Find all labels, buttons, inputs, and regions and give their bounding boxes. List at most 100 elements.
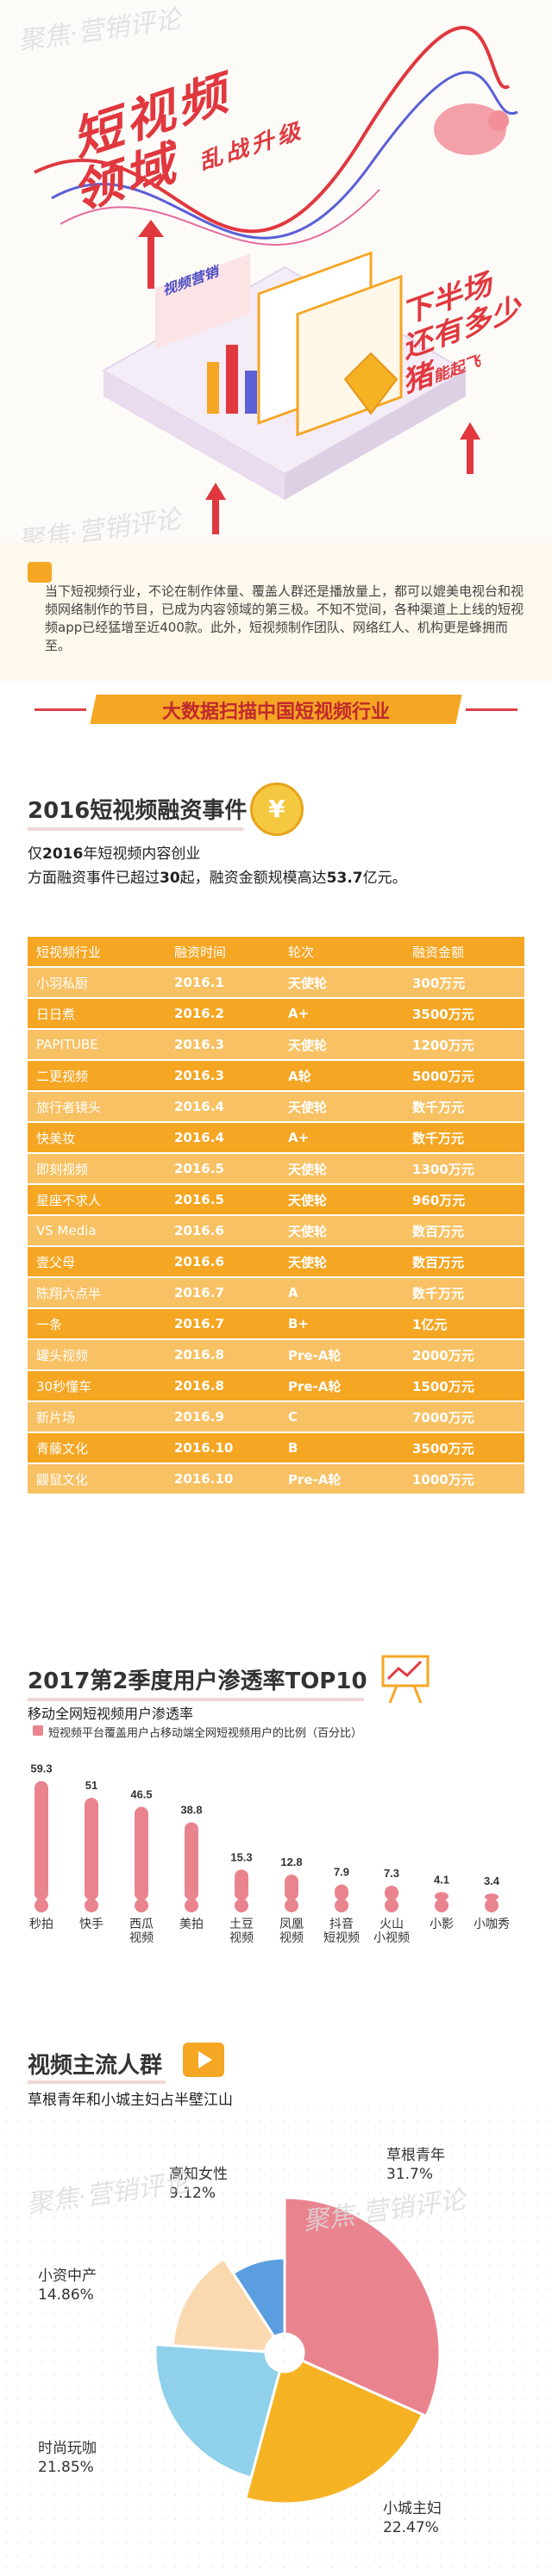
bar-category-label: 美拍 bbox=[179, 1917, 204, 1930]
table-cell: 鼹鼠文化 bbox=[36, 1471, 89, 1488]
pie-slice bbox=[171, 2256, 277, 2354]
bar bbox=[435, 1892, 448, 1900]
table-row: 快美妆 2016.4 A+ 数千万元 bbox=[28, 1123, 524, 1152]
table-cell: 青藤文化 bbox=[36, 1440, 89, 1456]
table-cell: 2016.2 bbox=[174, 1006, 224, 1021]
pie-label-name: 草根青年 bbox=[386, 2147, 445, 2164]
table-cell: A+ bbox=[288, 1130, 310, 1145]
title-underline bbox=[28, 1698, 364, 1701]
table-cell: 2016.3 bbox=[174, 1068, 224, 1083]
table-row: 罐头视频 2016.8 Pre-A轮 2000万元 bbox=[28, 1340, 524, 1369]
bar-category-label: 小视频 bbox=[373, 1930, 410, 1944]
table-cell: 数百万元 bbox=[412, 1223, 465, 1239]
bar bbox=[235, 1869, 248, 1900]
bar-category-label: 火山 bbox=[380, 1917, 404, 1930]
summary-amount: 53.7 bbox=[326, 870, 363, 887]
bar-chart-title: 2017第2季度用户渗透率TOP10 bbox=[28, 1668, 367, 1694]
table-cell: 1200万元 bbox=[412, 1037, 474, 1053]
table-row: 星座不求人 2016.5 天使轮 960万元 bbox=[28, 1185, 524, 1214]
bar-category-label: 快手 bbox=[79, 1917, 104, 1930]
table-cell: 即刻视频 bbox=[36, 1161, 89, 1177]
pie-label-value: 14.86% bbox=[38, 2286, 94, 2304]
intro-text: 当下短视频行业，不论在制作体量、覆盖人群还是播放量上，都可以媲美电视台和视频网络… bbox=[45, 583, 524, 653]
table-header-cell: 融资金额 bbox=[412, 944, 465, 960]
table-cell: 天使轮 bbox=[288, 1223, 328, 1239]
table-cell: 数千万元 bbox=[412, 1099, 465, 1115]
bar-category-label: 视频 bbox=[229, 1930, 254, 1944]
bar-value-label: 7.3 bbox=[384, 1867, 399, 1880]
table-cell: 壹父母 bbox=[36, 1254, 76, 1270]
table-cell: VS Media bbox=[36, 1223, 97, 1238]
pie-chart-title: 视频主流人群 bbox=[28, 2053, 163, 2079]
thumbs-up-icon bbox=[28, 562, 52, 583]
pie-label-name: 时尚玩咖 bbox=[38, 2440, 97, 2457]
title-underline bbox=[28, 827, 243, 831]
bar-category-label: 短视频 bbox=[323, 1930, 360, 1944]
bar-value-label: 59.3 bbox=[30, 1762, 52, 1775]
bar bbox=[385, 1885, 398, 1900]
table-row: 鼹鼠文化 2016.10 Pre-A轮 1000万元 bbox=[28, 1464, 524, 1494]
bar-value-label: 7.9 bbox=[334, 1866, 349, 1879]
table-row: VS Media 2016.6 天使轮 数百万元 bbox=[28, 1216, 524, 1245]
bar-category-label: 抖音 bbox=[329, 1917, 354, 1930]
bar-base bbox=[485, 1899, 499, 1912]
table-header-cell: 短视频行业 bbox=[36, 944, 102, 960]
table-cell: 960万元 bbox=[412, 1192, 466, 1208]
bar-base bbox=[285, 1899, 298, 1912]
pie-label-name: 小资中产 bbox=[38, 2267, 97, 2285]
table-cell: 二更视频 bbox=[36, 1068, 89, 1084]
table-cell: 天使轮 bbox=[288, 1161, 328, 1177]
table-cell: 2016.7 bbox=[174, 1316, 224, 1332]
table-cell: 快美妆 bbox=[36, 1130, 76, 1146]
table-cell: 旅行者镜头 bbox=[36, 1099, 102, 1115]
bar bbox=[335, 1884, 348, 1900]
table-cell: 2016.9 bbox=[174, 1409, 224, 1425]
table-cell: B+ bbox=[288, 1316, 310, 1332]
pie-chart bbox=[154, 2196, 442, 2505]
hero-illustration: 短视频 领域 乱战升级 下半场 还有多少 猪能起飞 视频营销 聚焦·营销评论 聚… bbox=[0, 0, 552, 543]
table-row: 陈翔六点半 2016.7 A 数千万元 bbox=[28, 1278, 524, 1307]
pie-label-grassroots: 草根青年 31.7% bbox=[386, 2146, 445, 2184]
bar-category-label: 秒拍 bbox=[29, 1917, 53, 1930]
table-cell: 3500万元 bbox=[412, 1440, 474, 1456]
table-row: 二更视频 2016.3 A轮 5000万元 bbox=[28, 1061, 524, 1090]
bar-base bbox=[385, 1899, 398, 1912]
table-cell: 2016.10 bbox=[174, 1471, 234, 1487]
bar-base bbox=[235, 1899, 248, 1912]
table-cell: 星座不求人 bbox=[36, 1192, 102, 1208]
table-row: 30秒懂车 2016.8 Pre-A轮 1500万元 bbox=[28, 1371, 524, 1400]
table-row: PAPITUBE 2016.3 天使轮 1200万元 bbox=[28, 1030, 524, 1059]
table-cell: 1300万元 bbox=[412, 1161, 474, 1177]
table-cell: Pre-A轮 bbox=[288, 1347, 342, 1363]
financing-table: 短视频行业 融资时间 轮次 融资金额 小羽私厨 2016.1 天使轮 300万元 日日煮… bbox=[28, 937, 524, 1495]
intro-section: 当下短视频行业，不论在制作体量、覆盖人群还是播放量上，都可以媲美电视台和视频网络… bbox=[0, 543, 552, 681]
table-row: 即刻视频 2016.5 天使轮 1300万元 bbox=[28, 1154, 524, 1183]
table-cell: 天使轮 bbox=[288, 1099, 328, 1115]
pie-label-smalltown: 小城主妇 22.47% bbox=[383, 2499, 442, 2537]
bar bbox=[185, 1822, 198, 1900]
banner-text: 大数据扫描中国短视频行业 bbox=[161, 702, 390, 723]
table-header-row: 短视频行业 融资时间 轮次 融资金额 bbox=[28, 937, 524, 966]
bar-category-label: 土豆 bbox=[229, 1917, 254, 1930]
table-cell: 2016.7 bbox=[174, 1285, 224, 1300]
table-cell: 2016.4 bbox=[174, 1099, 224, 1114]
video-play-icon bbox=[183, 2043, 224, 2077]
financing-title: 2016短视频融资事件 bbox=[28, 798, 248, 824]
summary-year: 2016 bbox=[42, 845, 84, 863]
bar-category-label: 视频 bbox=[279, 1930, 304, 1944]
banner-line-left bbox=[34, 708, 86, 711]
pie-label-value: 21.85% bbox=[38, 2459, 94, 2476]
table-cell: 1000万元 bbox=[412, 1471, 474, 1488]
table-cell: 1500万元 bbox=[412, 1378, 474, 1394]
table-cell: A+ bbox=[288, 1006, 310, 1021]
bar bbox=[34, 1781, 48, 1900]
title-underline bbox=[28, 2080, 166, 2084]
hero-art bbox=[34, 26, 518, 534]
summary-line1-suffix: 年短视频内容创业 bbox=[83, 845, 201, 863]
legend-swatch bbox=[33, 1725, 43, 1736]
table-cell: 2016.5 bbox=[174, 1192, 224, 1207]
table-header-cell: 融资时间 bbox=[174, 944, 227, 960]
table-cell: PAPITUBE bbox=[36, 1037, 98, 1052]
table-cell: 日日煮 bbox=[36, 1006, 76, 1022]
